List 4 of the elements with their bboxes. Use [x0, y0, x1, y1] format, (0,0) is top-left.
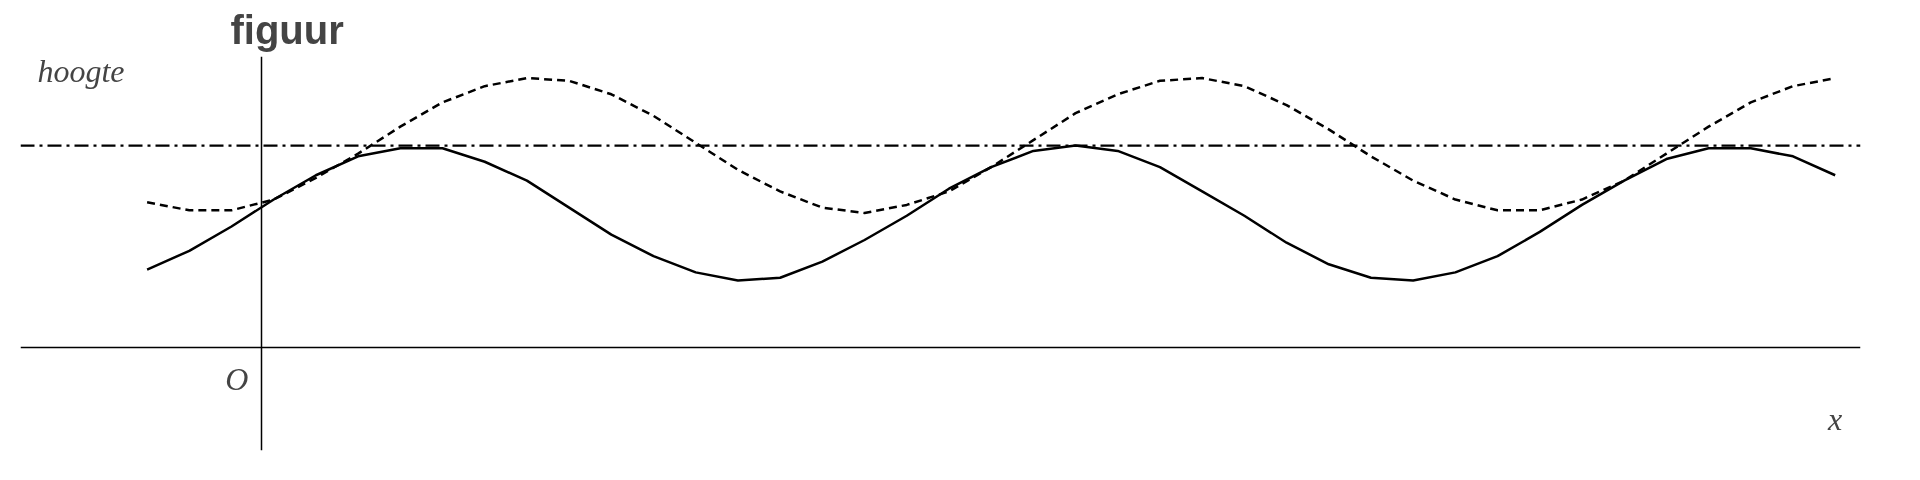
- chart-title: figuur: [230, 7, 344, 52]
- y-axis-title: hoogte: [37, 52, 125, 89]
- x-axis-title: x: [1827, 401, 1843, 438]
- text: O: [225, 361, 249, 398]
